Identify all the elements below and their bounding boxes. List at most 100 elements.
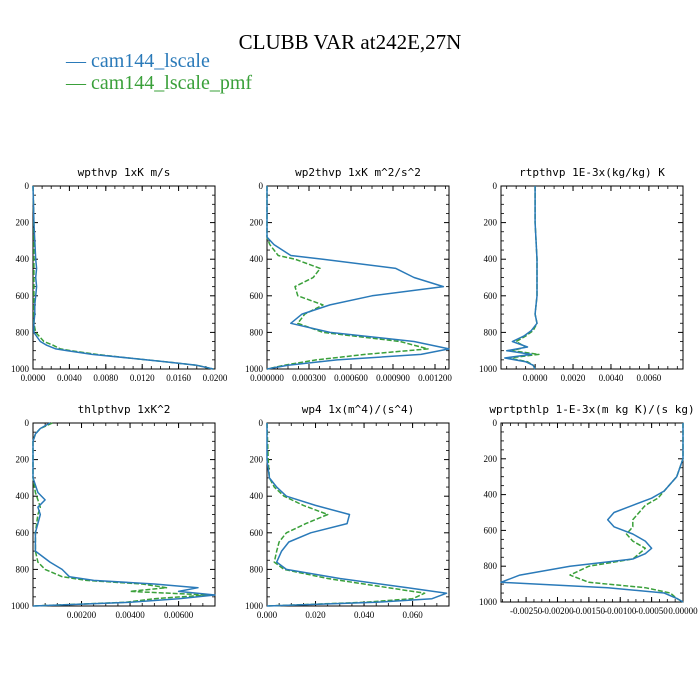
x-tick-label: 0.0000 xyxy=(523,373,548,383)
x-tick-label: 0.000 xyxy=(257,610,278,620)
x-tick-label: 0.00200 xyxy=(67,610,97,620)
y-tick-label: 800 xyxy=(484,561,498,571)
y-tick-label: 600 xyxy=(16,291,30,301)
x-tick-label: 0.0020 xyxy=(561,373,586,383)
legend-entry-lscale-pmf: — cam144_lscale_pmf xyxy=(66,72,252,94)
y-tick-label: 1000 xyxy=(479,364,498,374)
x-tick-label: 0.0040 xyxy=(57,373,82,383)
x-tick-label: -0.00150 xyxy=(573,606,606,616)
y-tick-label: 200 xyxy=(484,454,498,464)
legend-entry-lscale: — cam144_lscale xyxy=(66,50,210,72)
panel-2-title: wp2thvp 1xK m^2/s^2 xyxy=(295,166,421,179)
x-tick-label: -0.00200 xyxy=(541,606,574,616)
y-tick-label: 800 xyxy=(250,327,264,337)
panel-5-frame xyxy=(266,422,450,607)
y-tick-label: 0 xyxy=(493,418,498,428)
y-tick-label: 600 xyxy=(484,291,498,301)
y-tick-label: 800 xyxy=(484,327,498,337)
series-line-lscale-pmf xyxy=(266,422,426,607)
series-line-lscale xyxy=(32,422,216,607)
y-tick-label: 1000 xyxy=(479,597,498,607)
panel-6: wprtpthlp 1-E-3x(m kg K)/(s kg) 0 200 400 60… xyxy=(479,403,698,616)
x-tick-label: 0.020 xyxy=(305,610,326,620)
y-tick-label: 200 xyxy=(16,455,30,465)
x-tick-label: 0.001200 xyxy=(418,373,452,383)
series-line-lscale-pmf xyxy=(569,423,684,603)
y-tick-label: 800 xyxy=(250,564,264,574)
y-tick-label: 1000 xyxy=(11,364,30,374)
chart-main-title: CLUBB VAR at242E,27N xyxy=(238,30,462,54)
y-tick-label: 1000 xyxy=(11,601,30,611)
x-tick-label: 0.00000 xyxy=(668,606,698,616)
y-tick-label: 200 xyxy=(250,218,264,228)
y-tick-label: 400 xyxy=(16,491,30,501)
x-tick-label: 0.000900 xyxy=(376,373,410,383)
series-line-lscale xyxy=(266,186,450,370)
panel-1-frame xyxy=(32,185,216,370)
x-tick-label: 0.00600 xyxy=(164,610,194,620)
y-tick-label: 600 xyxy=(250,291,264,301)
panel-4: thlpthvp 1xK^2 0 200 400 600 800 1000 0.00200 0.… xyxy=(11,403,216,620)
panel-3-title: rtpthvp 1E-3x(kg/kg) K xyxy=(519,166,665,179)
x-tick-label: 0.0160 xyxy=(166,373,191,383)
panel-4-frame xyxy=(32,422,216,607)
x-tick-label: 0.000600 xyxy=(334,373,368,383)
y-tick-label: 800 xyxy=(16,564,30,574)
y-tick-label: 400 xyxy=(250,491,264,501)
y-tick-label: 800 xyxy=(16,327,30,337)
panel-1-title: wpthvp 1xK m/s xyxy=(78,166,171,179)
panel-6-frame xyxy=(500,422,684,603)
y-tick-label: 600 xyxy=(484,525,498,535)
series-line-lscale-pmf xyxy=(32,185,214,370)
series-line-lscale xyxy=(500,423,684,603)
y-tick-label: 0 xyxy=(25,418,30,428)
series-line-lscale-pmf xyxy=(32,422,209,607)
panel-4-title: thlpthvp 1xK^2 xyxy=(78,403,171,416)
panel-3-frame xyxy=(500,185,684,370)
y-tick-label: 200 xyxy=(16,218,30,228)
panel-2-frame xyxy=(266,185,450,370)
y-tick-label: 0 xyxy=(493,181,498,191)
x-tick-label: 0.0060 xyxy=(637,373,662,383)
y-tick-label: 400 xyxy=(16,254,30,264)
x-tick-label: 0.0120 xyxy=(130,373,155,383)
x-tick-label: -0.00100 xyxy=(604,606,637,616)
y-tick-label: 0 xyxy=(259,418,264,428)
x-tick-label: 0.0080 xyxy=(93,373,118,383)
x-tick-label: -0.00250 xyxy=(510,606,543,616)
x-tick-label: 0.000000 xyxy=(250,373,284,383)
y-tick-label: 0 xyxy=(25,181,30,191)
y-tick-label: 1000 xyxy=(245,601,264,611)
x-tick-label: 0.00400 xyxy=(115,610,145,620)
legend-label-lscale: cam144_lscale xyxy=(91,50,210,72)
x-tick-label: 0.000300 xyxy=(292,373,326,383)
series-line-lscale xyxy=(266,423,448,607)
y-tick-label: 200 xyxy=(484,218,498,228)
x-tick-label: 0.060 xyxy=(402,610,423,620)
y-tick-label: 400 xyxy=(250,254,264,264)
legend-line-lscale-pmf: — xyxy=(66,72,86,94)
series-line-lscale-pmf xyxy=(266,186,429,370)
x-tick-label: 0.0200 xyxy=(203,373,228,383)
legend-label-lscale-pmf: cam144_lscale_pmf xyxy=(91,72,253,94)
panel-3: rtpthvp 1E-3x(kg/kg) K 0 200 400 600 800 1000 0… xyxy=(479,166,684,383)
panel-2: wp2thvp 1xK m^2/s^2020040060080010000.00… xyxy=(245,166,452,383)
y-tick-label: 0 xyxy=(259,181,264,191)
y-tick-label: 200 xyxy=(250,455,264,465)
y-tick-label: 400 xyxy=(484,254,498,264)
x-tick-label: -0.00050 xyxy=(635,606,668,616)
legend-line-lscale: — xyxy=(66,50,86,72)
y-tick-label: 1000 xyxy=(245,364,264,374)
series-line-lscale xyxy=(32,185,214,370)
x-tick-label: 0.0040 xyxy=(599,373,624,383)
y-tick-label: 600 xyxy=(16,528,30,538)
x-tick-label: 0.040 xyxy=(354,610,375,620)
panel-5-title: wp4 1x(m^4)/(s^4) xyxy=(302,403,415,416)
y-tick-label: 400 xyxy=(484,490,498,500)
series-line-lscale xyxy=(504,186,538,370)
x-tick-label: 0.0000 xyxy=(21,373,46,383)
panel-6-title: wprtpthlp 1-E-3x(m kg K)/(s kg) xyxy=(489,403,694,416)
